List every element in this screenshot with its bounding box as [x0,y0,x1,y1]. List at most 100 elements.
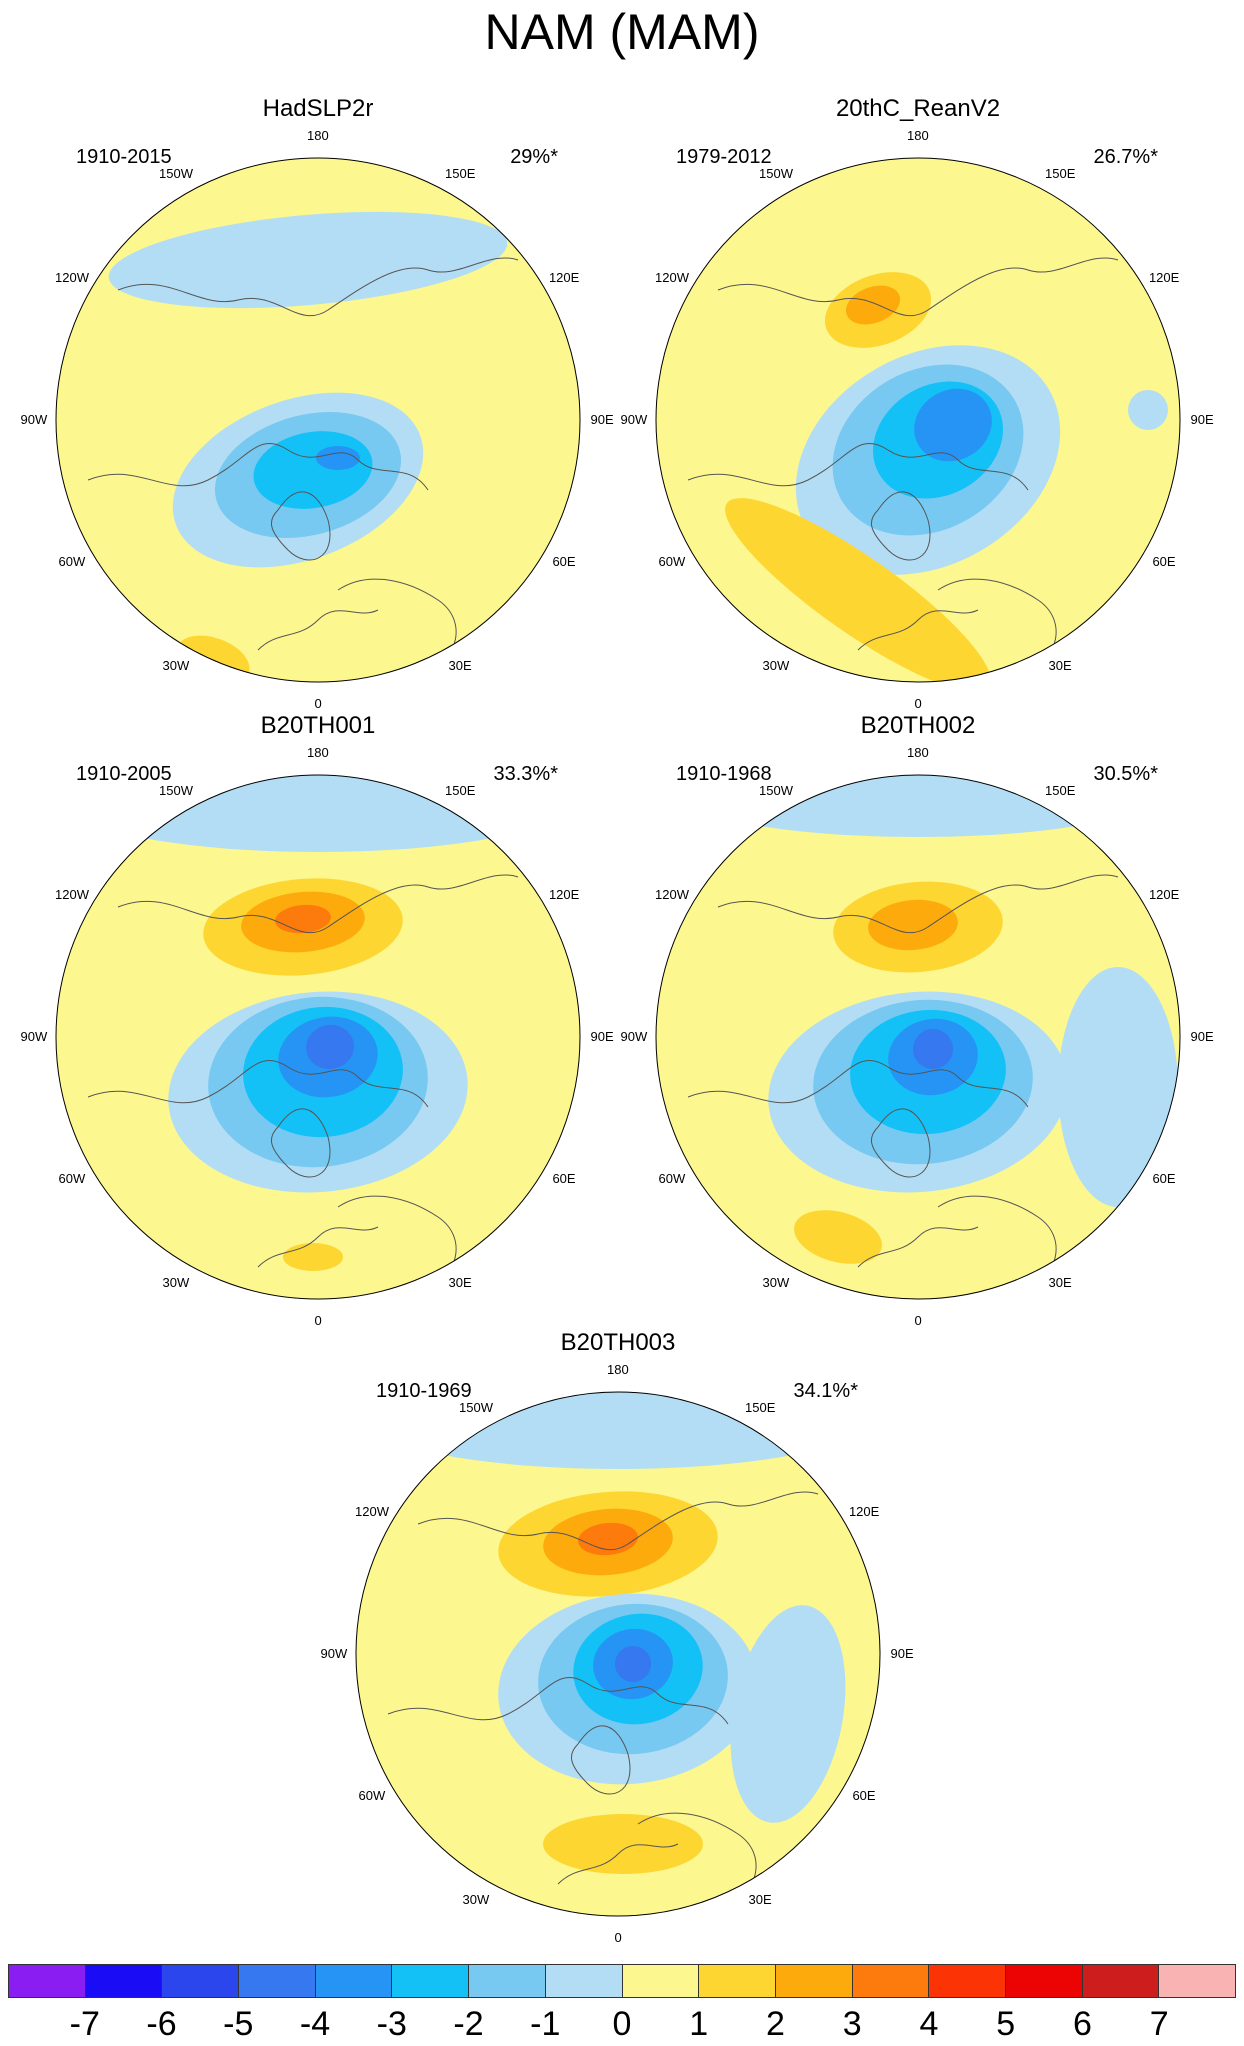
longitude-label: 120W [55,887,90,902]
colorbar-tick-label: 5 [996,2005,1016,2043]
contour-region [1128,390,1168,430]
colorbar-tick-label: -4 [299,2005,331,2043]
colorbar-swatch [468,1964,545,1998]
longitude-label: 150E [1045,166,1076,182]
contour-region [913,1029,953,1069]
period-label: 1910-1969 [376,1380,472,1402]
longitude-label: 150W [759,783,793,799]
coastline [87,1060,429,1108]
longitude-label: 120W [655,887,690,902]
contour-region [1058,967,1178,1207]
colorbar [8,1964,1236,1998]
longitude-label: 150W [459,1400,493,1416]
contour-region [283,1243,343,1271]
longitude-label: 120W [655,270,690,285]
longitude-label: 180 [307,128,329,143]
coastline [417,1491,819,1551]
map-boundary [55,774,581,1300]
variance-label: 33.3%* [493,763,559,785]
contour-region [730,1605,846,1823]
contour-region [108,211,508,309]
contour-region [845,285,901,325]
coastline [717,874,1119,934]
longitude-label: 90E [1190,412,1214,427]
longitude-label: 90W [620,412,648,427]
coastline [117,257,519,317]
contour-region [868,899,958,951]
colorbar-tick-label: 2 [766,2005,785,2043]
coastline [870,1108,931,1178]
longitude-label: 180 [907,128,929,143]
longitude-label: 60W [58,1171,86,1186]
longitude-label: 60W [658,554,686,569]
longitude-label: 60E [852,1788,876,1803]
longitude-label: 150E [1045,783,1076,799]
longitude-label: 0 [314,696,322,711]
longitude-label: 30E [1048,1274,1072,1290]
longitude-label: 0 [614,1930,622,1945]
colorbar-swatch [1158,1964,1236,1998]
longitude-label: 30E [748,1891,772,1907]
longitude-label: 150W [159,166,193,182]
longitude-label: 90W [20,1029,48,1044]
coastline [870,491,931,561]
colorbar-swatch [774,1964,852,1998]
colorbar-swatch [314,1964,392,1998]
longitude-label: 120E [1148,270,1180,285]
coastline [270,1108,331,1178]
coastline [387,1677,729,1725]
coastline [270,491,331,561]
colorbar-swatch [84,1964,162,1998]
longitude-label: 120W [355,1504,390,1519]
coastline [687,1060,1029,1108]
longitude-label: 90E [890,1646,914,1661]
map-panel-b20th001: B20TH001 1910-2005 33.3%* 180 150E 120E 90E 60E… [18,712,618,1328]
variance-label: 26.7%* [1093,146,1159,168]
colorbar-tick-label: 4 [919,2005,939,2043]
period-label: 1979-2012 [676,146,772,168]
contour-region [725,498,991,682]
period-label: 1910-1968 [676,763,772,785]
colorbar-swatch [1081,1964,1159,1998]
colorbar-tick-label: -5 [223,2005,254,2043]
contour-region [543,1814,703,1874]
longitude-label: 180 [607,1362,629,1377]
contour-region [306,1024,354,1070]
polar-map [55,774,581,1300]
longitude-label: 90E [590,1029,614,1044]
polar-map [55,157,581,683]
period-label: 1910-2005 [76,763,172,785]
panel-title: HadSLP2r [262,95,374,122]
longitude-label: 30E [448,1274,472,1290]
longitude-label: 30W [162,1274,190,1290]
coastline [570,1725,631,1795]
contour-region [914,388,992,462]
coastline [717,257,1119,317]
map-boundary [55,157,581,683]
longitude-label: 30E [1048,657,1072,673]
map-panel-b20th002: B20TH002 1910-1968 30.5%* 180 150E 120E 90E 60E… [618,712,1218,1328]
longitude-label: 60E [1152,1171,1176,1186]
longitude-label: 30W [762,657,790,673]
longitude-label: 150E [445,783,476,799]
figure-title: NAM (MAM) [484,4,760,60]
longitude-label: 0 [914,1313,922,1328]
colorbar-swatch [391,1964,469,1998]
longitude-label: 60W [658,1171,686,1186]
map-boundary [655,774,1181,1300]
longitude-label: 120E [848,1504,880,1519]
coastline [857,609,979,651]
longitude-label: 90E [590,412,614,427]
map-panel-hadslp2r: HadSLP2r 1910-2015 29%* 180 150E 120E 90E 60E 30… [18,95,618,711]
longitude-label: 60W [358,1788,386,1803]
panel-title: 20thC_ReanV2 [835,95,1001,122]
polar-map [655,774,1181,1300]
colorbar-swatch [238,1964,315,1998]
colorbar-tick-label: 1 [689,2005,709,2043]
period-label: 1910-2015 [76,146,172,168]
coastline [257,609,379,651]
map-boundary [355,1391,881,1917]
map-boundary [655,157,1181,683]
longitude-label: 60E [1152,554,1176,569]
longitude-label: 150E [445,166,476,182]
